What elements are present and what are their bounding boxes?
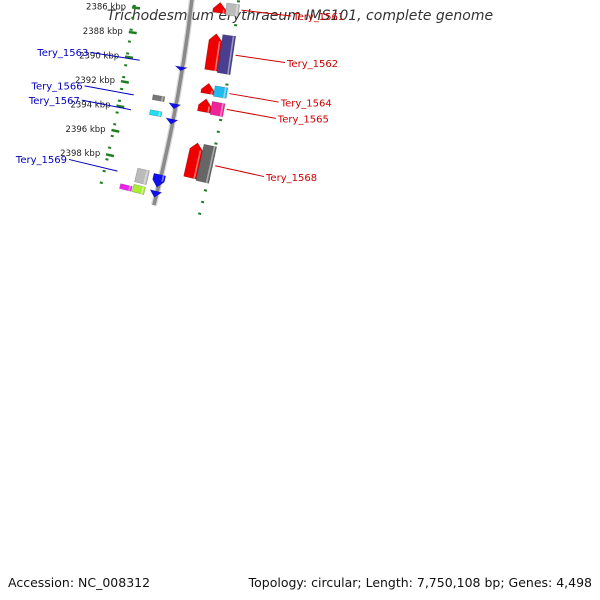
gene-label-leader — [68, 158, 118, 172]
gene-feature-highlight — [161, 96, 164, 102]
scale-tick-label: 2394 kbp — [70, 100, 110, 110]
gene-feature — [183, 142, 203, 180]
gene-feature-highlight — [193, 150, 202, 179]
gene-label[interactable]: Tery_1568 — [265, 173, 317, 184]
gene-feature-highlight — [227, 35, 235, 75]
gene-feature — [152, 172, 167, 188]
scale-tick-mark — [124, 55, 134, 60]
gene-label[interactable]: Tery_1564 — [280, 98, 332, 109]
gene-feature — [197, 98, 212, 114]
gene-label[interactable]: Tery_1566 — [31, 81, 83, 92]
gene-feature — [168, 102, 182, 110]
genome-summary-text: Topology: circular; Length: 7,750,108 bp… — [248, 575, 592, 590]
gene-feature — [148, 109, 163, 118]
gene-label-leader — [81, 99, 132, 111]
gene-feature — [134, 167, 150, 185]
scale-tick-mark — [116, 104, 125, 109]
gene-label[interactable]: Tery_1565 — [277, 115, 329, 126]
gene-label-leader — [90, 51, 140, 61]
gene-label[interactable]: Tery_1561 — [292, 12, 344, 23]
gene-feature — [151, 94, 166, 103]
gene-feature-highlight — [161, 175, 165, 182]
gene-feature — [174, 65, 189, 72]
gene-feature-highlight — [140, 186, 145, 195]
gene-labels: Tery_1561 Tery_1562 Tery_1563 Tery_1564 Tery… — [15, 9, 344, 184]
scale-tick-label: 2392 kbp — [75, 76, 115, 86]
gene-label-leader — [226, 108, 276, 119]
scale-tick-label: 2398 kbp — [60, 149, 100, 159]
map-title: Trichodesmium erythraeum IMS101, complet… — [106, 8, 494, 24]
gene-feature — [224, 2, 240, 17]
gene-label[interactable]: Tery_1563 — [36, 48, 88, 59]
gene-label-leader — [229, 93, 279, 103]
gene-feature-highlight — [219, 103, 224, 117]
gene-feature-highlight — [143, 170, 149, 185]
gene-feature-highlight — [207, 106, 210, 113]
accession-text: Accession: NC_008312 — [8, 575, 151, 590]
gene-feature-highlight — [205, 146, 216, 184]
gene-feature — [165, 117, 179, 125]
gene-features — [119, 1, 240, 198]
gene-label-leader — [215, 165, 265, 178]
gene-feature — [119, 183, 133, 192]
scale-tick-label: 2396 kbp — [66, 125, 106, 135]
scale-tick-mark — [105, 153, 115, 158]
gene-feature-highlight — [223, 87, 227, 99]
gene-feature — [131, 183, 146, 195]
gene-feature-highlight — [235, 4, 239, 17]
gene-label[interactable]: Tery_1569 — [15, 155, 67, 166]
scale-tick-mark — [131, 6, 141, 10]
gene-feature — [149, 189, 163, 198]
scale-tick-label: 2390 kbp — [79, 52, 119, 62]
gene-feature — [204, 33, 223, 72]
scale-tick-mark — [111, 128, 120, 133]
gene-feature — [200, 82, 215, 96]
gene-label-leader — [241, 9, 292, 17]
scale-tick-label: 2386 kbp — [86, 3, 126, 13]
gene-feature-highlight — [210, 90, 213, 95]
gene-feature — [212, 1, 227, 14]
scale-tick-mark — [120, 79, 130, 84]
gene-feature-highlight — [128, 185, 131, 192]
gene-feature — [212, 85, 229, 99]
gene-feature — [216, 34, 237, 76]
scale-tick-label: 2388 kbp — [83, 27, 123, 37]
gene-label-leader — [235, 54, 286, 64]
gene-feature-highlight — [158, 111, 161, 117]
gene-feature-highlight — [214, 41, 221, 72]
gene-label-leader — [84, 85, 134, 96]
gene-label[interactable]: Tery_1562 — [286, 59, 338, 70]
gene-feature — [209, 101, 226, 118]
scale-tick-mark — [128, 30, 137, 35]
gene-feature — [195, 143, 218, 184]
gene-label[interactable]: Tery_1567 — [28, 96, 80, 107]
